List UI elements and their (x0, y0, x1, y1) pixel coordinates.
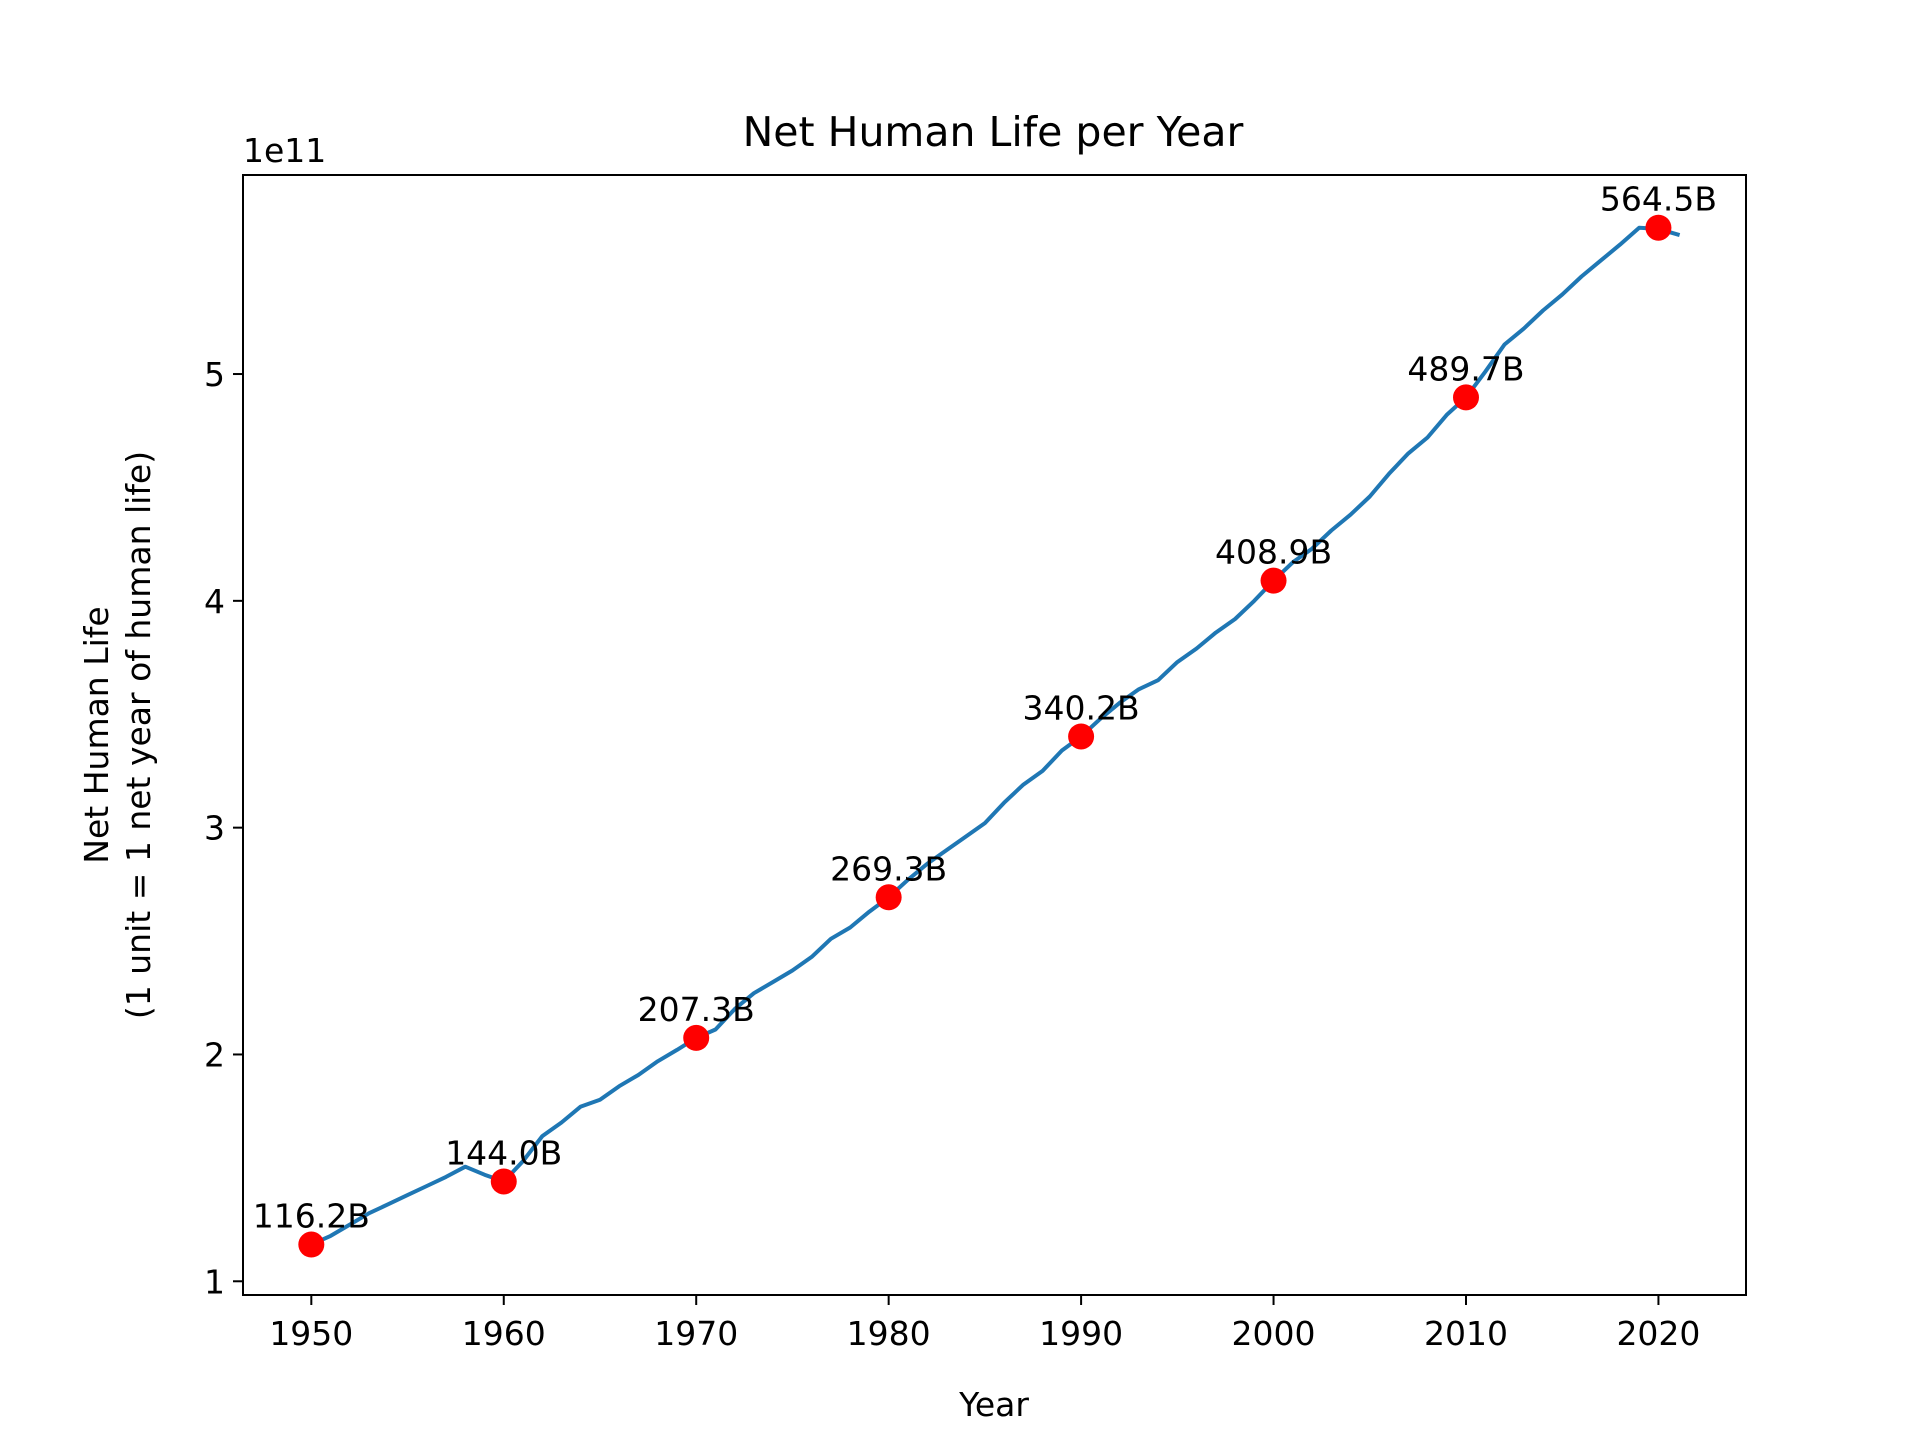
data-label-2020: 564.5B (1600, 180, 1717, 219)
marker-2020 (1645, 214, 1672, 241)
data-label-2010: 489.7B (1407, 349, 1524, 388)
data-label-1980: 269.3B (830, 849, 947, 888)
data-label-1990: 340.2B (1023, 688, 1140, 727)
marker-1970 (683, 1024, 710, 1051)
x-axis: 1950 1960 1970 1980 1990 2000 2010 2020 (269, 1295, 1700, 1353)
x-tick-label-2000: 2000 (1232, 1314, 1316, 1353)
x-tick-label-2020: 2020 (1616, 1314, 1700, 1353)
y-tick-label-4: 4 (204, 582, 225, 621)
data-label-2000: 408.9B (1215, 533, 1332, 572)
x-tick-label-1970: 1970 (654, 1314, 738, 1353)
x-tick-label-1990: 1990 (1039, 1314, 1123, 1353)
marker-1980 (875, 884, 902, 911)
y-offset-label: 1e11 (243, 131, 326, 170)
x-axis-label: Year (958, 1385, 1029, 1424)
data-label-1970: 207.3B (638, 990, 755, 1029)
plot-area: 116.2B 144.0B 207.3B 269.3B 340.2B 408.9B 489.… (253, 180, 1717, 1258)
marker-1950 (298, 1231, 325, 1258)
series-line-0 (308, 225, 1681, 1248)
y-tick-label-5: 5 (204, 355, 225, 394)
y-axis: 1 2 3 4 5 (204, 355, 243, 1301)
marker-1960 (490, 1168, 517, 1195)
marker-2000 (1260, 567, 1287, 594)
y-tick-label-2: 2 (204, 1035, 225, 1074)
x-tick-label-1980: 1980 (847, 1314, 931, 1353)
marker-2010 (1452, 384, 1479, 411)
y-axis-label-line1: Net Human Life (77, 606, 116, 863)
data-label-1950: 116.2B (253, 1197, 370, 1236)
y-axis-label-line2: (1 unit = 1 net year of human life) (119, 451, 158, 1019)
x-tick-label-1960: 1960 (462, 1314, 546, 1353)
x-tick-label-1950: 1950 (269, 1314, 353, 1353)
y-tick-label-3: 3 (204, 809, 225, 848)
y-tick-label-1: 1 (204, 1262, 225, 1301)
axes-frame (242, 174, 1747, 1296)
data-label-1960: 144.0B (445, 1133, 562, 1172)
chart-title: Net Human Life per Year (743, 108, 1244, 156)
y-axis-label: Net Human Life (1 unit = 1 net year of h… (77, 451, 158, 1019)
x-tick-label-2010: 2010 (1424, 1314, 1508, 1353)
marker-1990 (1068, 723, 1095, 750)
